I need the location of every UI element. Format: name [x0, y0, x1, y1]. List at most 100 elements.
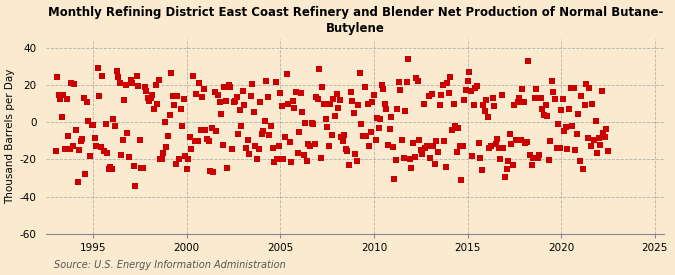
- Point: [148, 107, 159, 111]
- Point: [197, 95, 208, 100]
- Point: [576, 94, 587, 98]
- Point: [113, 75, 124, 79]
- Point: [164, 113, 175, 117]
- Point: [470, 86, 481, 90]
- Point: [440, 164, 451, 169]
- Point: [219, 84, 230, 89]
- Point: [284, 140, 295, 144]
- Point: [157, 156, 167, 161]
- Point: [233, 132, 244, 136]
- Point: [279, 135, 290, 139]
- Point: [570, 148, 580, 152]
- Point: [452, 149, 462, 154]
- Point: [599, 135, 610, 139]
- Point: [522, 140, 533, 144]
- Point: [342, 149, 353, 154]
- Point: [230, 98, 240, 103]
- Point: [497, 93, 508, 97]
- Point: [107, 167, 117, 171]
- Point: [300, 120, 310, 125]
- Point: [323, 144, 334, 148]
- Point: [443, 91, 454, 96]
- Point: [100, 122, 111, 127]
- Point: [306, 120, 317, 125]
- Point: [314, 67, 325, 71]
- Point: [567, 124, 578, 128]
- Point: [362, 101, 373, 106]
- Point: [556, 108, 566, 112]
- Point: [467, 153, 478, 158]
- Point: [328, 97, 339, 101]
- Point: [578, 167, 589, 171]
- Point: [248, 110, 259, 114]
- Title: Monthly Refining District East Coast Refinery and Blender Net Production of Norm: Monthly Refining District East Coast Ref…: [47, 6, 663, 35]
- Point: [288, 99, 298, 103]
- Point: [216, 112, 227, 116]
- Point: [234, 108, 245, 112]
- Point: [509, 103, 520, 108]
- Point: [539, 113, 549, 117]
- Point: [191, 92, 202, 96]
- Point: [134, 138, 145, 142]
- Point: [428, 144, 439, 148]
- Point: [273, 144, 284, 148]
- Point: [553, 122, 564, 126]
- Point: [228, 100, 239, 104]
- Point: [603, 149, 614, 153]
- Point: [334, 98, 345, 103]
- Point: [142, 96, 153, 100]
- Point: [178, 97, 189, 101]
- Point: [545, 139, 556, 143]
- Point: [63, 134, 74, 138]
- Point: [144, 99, 155, 103]
- Point: [354, 71, 365, 75]
- Point: [303, 141, 314, 146]
- Point: [74, 148, 84, 153]
- Point: [84, 154, 95, 158]
- Point: [562, 146, 573, 151]
- Point: [359, 85, 370, 89]
- Point: [71, 128, 82, 132]
- Point: [253, 147, 264, 151]
- Point: [217, 142, 228, 147]
- Point: [245, 94, 256, 98]
- Point: [445, 75, 456, 79]
- Point: [458, 144, 468, 148]
- Point: [462, 79, 473, 84]
- Point: [533, 156, 543, 160]
- Point: [147, 92, 158, 97]
- Point: [240, 146, 251, 150]
- Point: [493, 145, 504, 150]
- Point: [447, 128, 458, 132]
- Point: [265, 124, 276, 129]
- Point: [188, 74, 198, 78]
- Point: [315, 156, 326, 160]
- Point: [454, 144, 465, 148]
- Point: [373, 125, 384, 130]
- Point: [263, 94, 273, 99]
- Point: [225, 85, 236, 89]
- Point: [537, 107, 548, 111]
- Point: [514, 96, 524, 101]
- Point: [378, 87, 389, 92]
- Point: [194, 81, 205, 86]
- Point: [498, 145, 509, 150]
- Point: [105, 164, 115, 169]
- Point: [227, 147, 238, 151]
- Point: [202, 137, 213, 141]
- Point: [117, 138, 128, 142]
- Point: [278, 156, 289, 161]
- Point: [214, 100, 225, 104]
- Point: [136, 166, 147, 170]
- Point: [207, 126, 217, 130]
- Point: [353, 103, 364, 107]
- Point: [503, 159, 514, 164]
- Point: [579, 103, 590, 108]
- Point: [339, 133, 350, 138]
- Point: [128, 164, 139, 169]
- Point: [333, 106, 344, 110]
- Point: [502, 167, 512, 171]
- Point: [369, 93, 379, 98]
- Point: [138, 166, 148, 170]
- Point: [78, 96, 89, 100]
